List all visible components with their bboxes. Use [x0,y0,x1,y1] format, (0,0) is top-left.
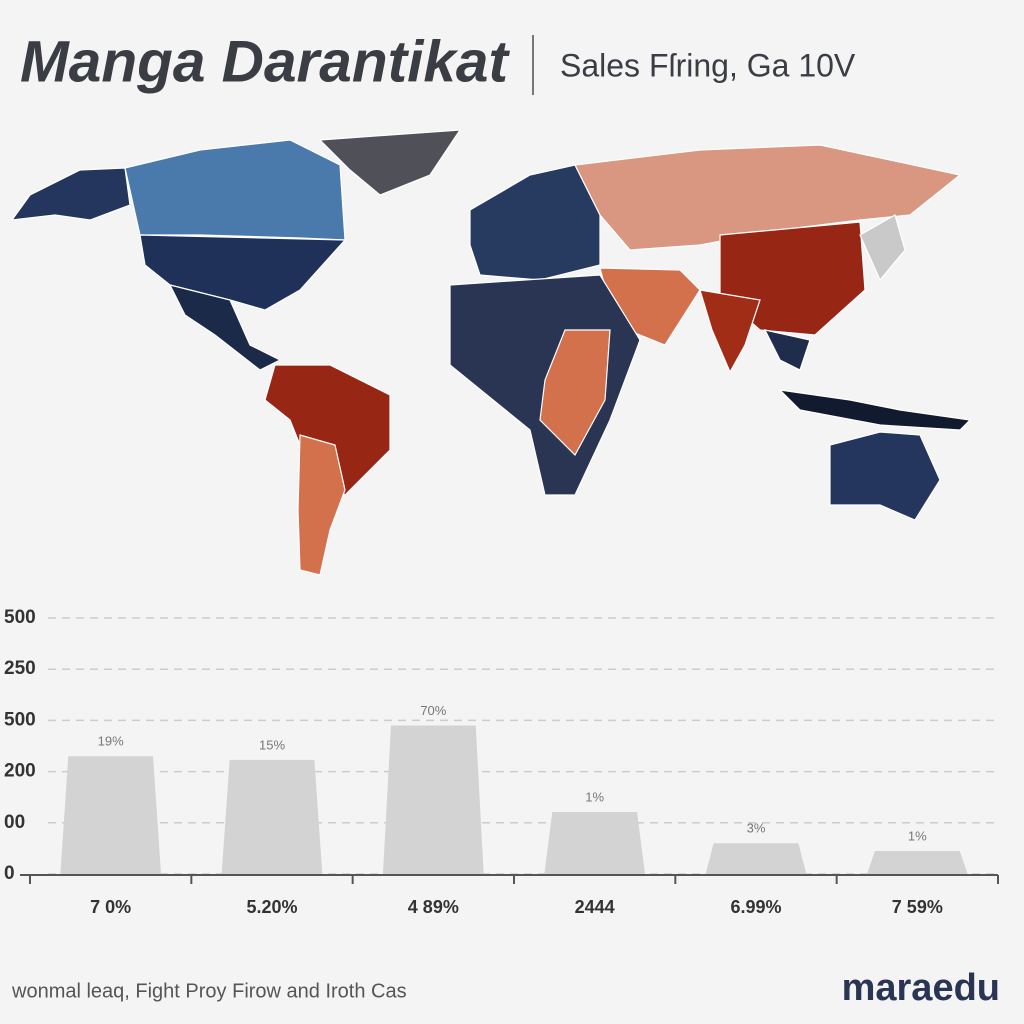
footer-note: wonmal leaq, Fight Proy Firow and Iroth … [11,980,407,1002]
bar-annotation: 70% [420,703,446,718]
subtitle: Sales Fſring, Ga 10V [560,47,856,83]
bar [544,812,646,874]
region [778,389,972,431]
title: Manga Darantikat [20,29,511,94]
y-tick-label: 200 [4,761,36,782]
region [168,284,282,371]
x-tick-label: 4 89% [408,897,459,917]
y-tick-label: 500 [4,607,36,628]
region [699,289,761,374]
bar-annotation: 19% [98,734,124,749]
x-tick-label: 5.20% [246,897,297,917]
bar [60,756,162,874]
x-tick-label: 7 0% [90,897,131,917]
bar [382,725,484,874]
y-tick-label: 250 [4,658,36,679]
x-tick-label: 7 59% [892,897,943,917]
bar [221,759,323,874]
region [297,434,346,576]
region [10,167,131,221]
region [763,329,811,371]
bar-annotation: 1% [585,789,604,804]
logo: maraedu [842,967,1000,1009]
x-tick-label: 2444 [575,897,615,917]
world-map [10,129,972,576]
bar [866,850,968,874]
bar [705,843,807,874]
region [539,329,611,456]
bar-annotation: 15% [259,737,285,752]
region [574,144,962,251]
region [469,164,601,281]
y-tick-label: 00 [4,812,25,833]
bar-annotation: 1% [908,828,927,843]
bar-annotation: 3% [747,821,766,836]
region [264,364,391,496]
region [829,431,941,521]
region [859,214,906,282]
region [139,234,347,311]
y-tick-label: 0 [4,863,15,884]
x-tick-label: 6.99% [730,897,781,917]
y-tick-label: 500 [4,709,36,730]
region [318,129,462,196]
